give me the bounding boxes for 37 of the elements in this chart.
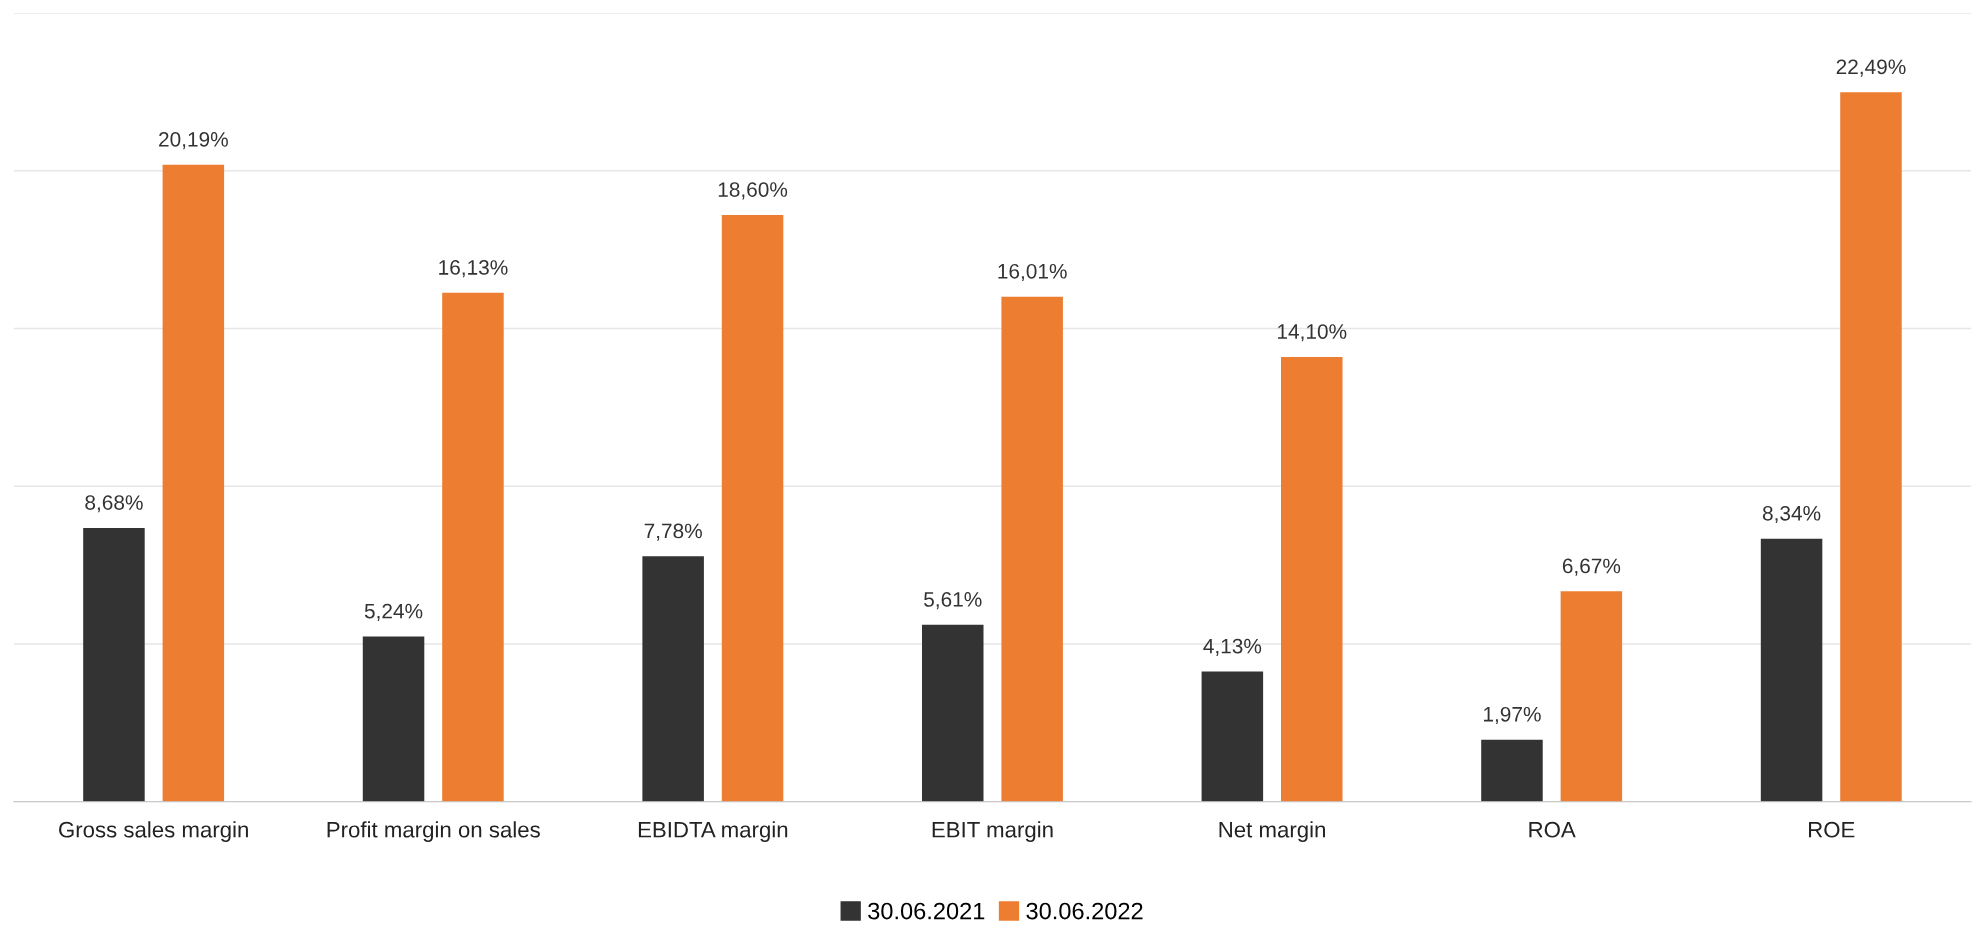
data-label: 4,13% bbox=[1203, 638, 1262, 656]
bar bbox=[1001, 296, 1063, 802]
data-label: 16,01% bbox=[998, 263, 1067, 282]
bar bbox=[1560, 591, 1623, 802]
bar bbox=[162, 164, 225, 802]
legend-label: 30.06.2022 bbox=[1026, 902, 1143, 920]
bar bbox=[1481, 739, 1543, 802]
data-label: 14,10% bbox=[1278, 324, 1347, 342]
x-tick-label: EBIT margin bbox=[932, 821, 1053, 842]
bar bbox=[642, 556, 704, 802]
bar bbox=[721, 214, 784, 802]
data-label: 22,49% bbox=[1836, 59, 1906, 77]
legend-label: 30.06.2021 bbox=[868, 902, 985, 920]
x-tick-label: Profit margin on sales bbox=[327, 821, 540, 842]
bar bbox=[1760, 538, 1823, 802]
bar bbox=[1840, 92, 1902, 802]
bar bbox=[921, 624, 984, 802]
data-label: 8,68% bbox=[85, 495, 143, 513]
bar bbox=[1201, 671, 1264, 802]
data-label: 8,34% bbox=[1762, 505, 1821, 524]
bar bbox=[1281, 356, 1343, 802]
data-label: 16,13% bbox=[439, 260, 508, 278]
data-label: 1,97% bbox=[1484, 706, 1541, 725]
bar bbox=[442, 292, 504, 802]
x-tick-label: Net margin bbox=[1219, 821, 1325, 842]
data-label: 7,78% bbox=[644, 523, 702, 541]
x-tick-label: ROA bbox=[1529, 821, 1576, 838]
data-label: 20,19% bbox=[159, 132, 228, 150]
x-tick-label: Gross sales margin bbox=[59, 821, 248, 842]
data-label: 18,60% bbox=[718, 182, 788, 200]
data-label: 5,61% bbox=[924, 592, 982, 610]
bar bbox=[83, 527, 145, 802]
data-label: 5,24% bbox=[364, 603, 423, 621]
x-tick-label: ROE bbox=[1809, 821, 1855, 838]
x-tick-label: EBIDTA margin bbox=[638, 821, 788, 842]
data-label: 6,67% bbox=[1562, 558, 1621, 576]
bar bbox=[362, 636, 425, 802]
